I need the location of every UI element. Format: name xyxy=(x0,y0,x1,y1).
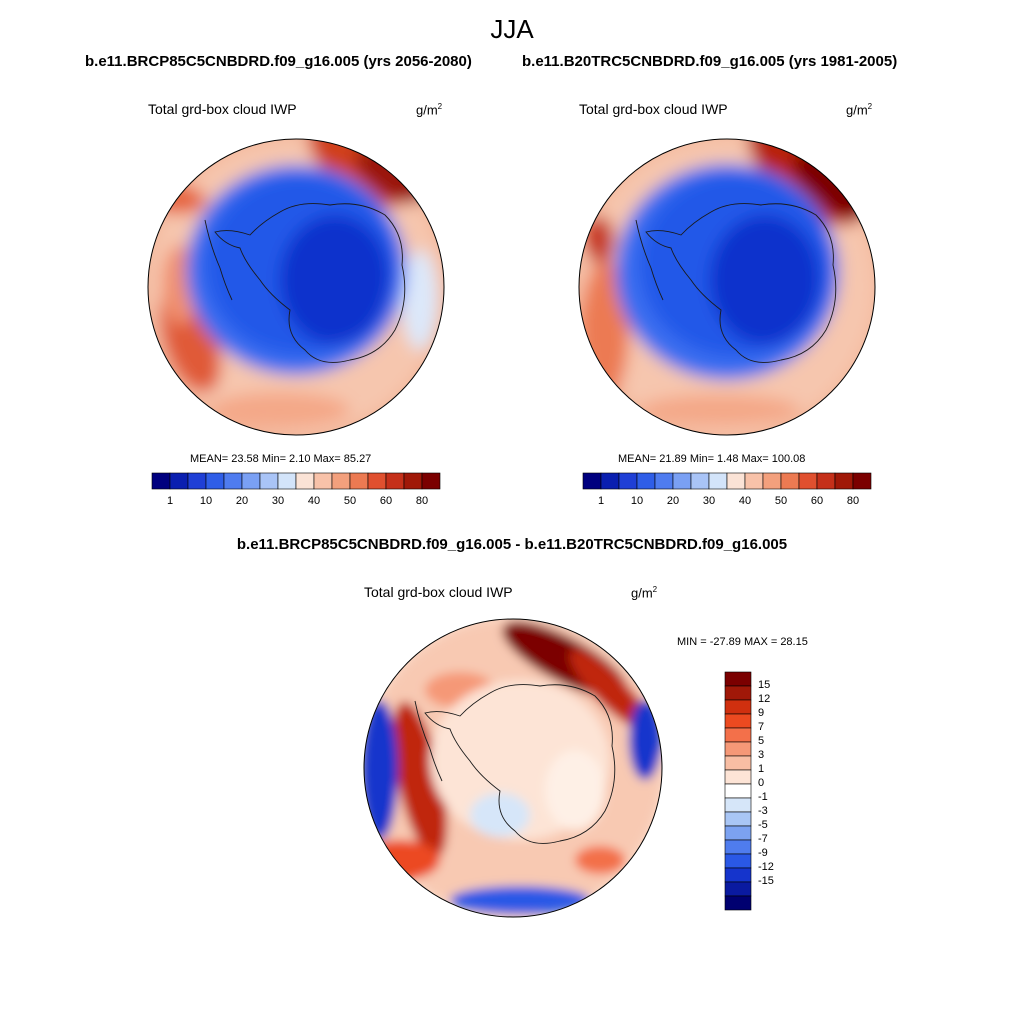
colorbar-difference-swatch xyxy=(724,895,752,911)
colorbar-difference-tick-label: 5 xyxy=(758,735,765,747)
colorbar-difference-swatch xyxy=(724,713,752,729)
difference-title: b.e11.BRCP85C5CNBDRD.f09_g16.005 - b.e11… xyxy=(236,536,788,553)
panel-left-case-label: b.e11.BRCP85C5CNBDRD.f09_g16.005 (yrs 20… xyxy=(85,53,472,70)
colorbar-difference xyxy=(724,671,752,911)
colorbar-left-tick-label: 50 xyxy=(343,495,357,507)
colorbar-difference-swatch xyxy=(724,839,752,855)
colorbar-left-tick-label: 20 xyxy=(235,495,249,507)
colorbar-difference-tick-label: -1 xyxy=(758,791,768,803)
colorbar-difference-swatch xyxy=(724,741,752,757)
colorbar-left-tick-label: 40 xyxy=(307,495,321,507)
colorbar-difference-tick-label: -15 xyxy=(758,875,774,887)
colorbar-right-tick-label: 10 xyxy=(630,495,644,507)
colorbar-left xyxy=(151,472,441,490)
colorbar-left-tick-label: 80 xyxy=(415,495,429,507)
panel-left-stats: MEAN= 23.58 Min= 2.10 Max= 85.27 xyxy=(190,453,372,465)
panel-right-units: g/m2 xyxy=(846,102,873,118)
panel-left-units: g/m2 xyxy=(416,102,443,118)
colorbar-difference-swatch xyxy=(724,853,752,869)
colorbar-difference-tick-label: 7 xyxy=(758,721,765,733)
colorbar-difference-tick-label: 0 xyxy=(758,777,765,789)
colorbar-difference-tick-label: -9 xyxy=(758,847,768,859)
panel-left-variable-label: Total grd-box cloud IWP xyxy=(148,101,297,117)
colorbar-right-tick-label: 80 xyxy=(846,495,860,507)
colorbar-left-tick-label: 1 xyxy=(166,495,174,507)
difference-stats: MIN = -27.89 MAX = 28.15 xyxy=(677,636,808,648)
colorbar-difference-swatch xyxy=(724,755,752,771)
colorbar-difference-swatch xyxy=(724,881,752,897)
panel-right-variable-label: Total grd-box cloud IWP xyxy=(579,101,728,117)
colorbar-difference-swatch xyxy=(724,769,752,785)
colorbar-difference-tick-label: -5 xyxy=(758,819,768,831)
colorbar-difference-swatch xyxy=(724,699,752,715)
difference-variable-label: Total grd-box cloud IWP xyxy=(364,584,513,600)
colorbar-difference-tick-label: 15 xyxy=(758,679,771,691)
colorbar-right-tick-label: 50 xyxy=(774,495,788,507)
colorbar-left-swatch xyxy=(421,472,441,490)
colorbar-difference-tick-label: 9 xyxy=(758,707,765,719)
colorbar-difference-swatch xyxy=(724,685,752,701)
colorbar-difference-swatch xyxy=(724,867,752,883)
colorbar-difference-tick-label: -3 xyxy=(758,805,768,817)
colorbar-right xyxy=(582,472,872,490)
colorbar-right-swatch xyxy=(852,472,872,490)
colorbar-left-tick-label: 60 xyxy=(379,495,393,507)
colorbar-difference-swatch xyxy=(724,825,752,841)
figure-title: JJA xyxy=(490,14,534,44)
colorbar-right-tick-label: 30 xyxy=(702,495,716,507)
colorbar-difference-tick-label: 3 xyxy=(758,749,765,761)
colorbar-right-tick-label: 20 xyxy=(666,495,680,507)
colorbar-difference-tick-label: 1 xyxy=(758,763,765,775)
colorbar-difference-tick-label: -12 xyxy=(758,861,774,873)
colorbar-difference-swatch xyxy=(724,783,752,799)
colorbar-difference-swatch xyxy=(724,811,752,827)
colorbar-difference-swatch xyxy=(724,671,752,687)
colorbar-right-tick-label: 40 xyxy=(738,495,752,507)
colorbar-difference-tick-label: 12 xyxy=(758,693,771,705)
colorbar-difference-swatch xyxy=(724,797,752,813)
colorbar-left-tick-label: 10 xyxy=(199,495,213,507)
panel-right-case-label: b.e11.B20TRC5CNBDRD.f09_g16.005 (yrs 198… xyxy=(522,53,898,70)
colorbar-right-tick-label: 1 xyxy=(597,495,605,507)
colorbar-difference-swatch xyxy=(724,727,752,743)
panel-right-stats: MEAN= 21.89 Min= 1.48 Max= 100.08 xyxy=(618,453,806,465)
colorbar-difference-tick-label: -7 xyxy=(758,833,768,845)
difference-units: g/m2 xyxy=(631,585,658,601)
colorbar-right-tick-label: 60 xyxy=(810,495,824,507)
colorbar-left-tick-label: 30 xyxy=(271,495,285,507)
